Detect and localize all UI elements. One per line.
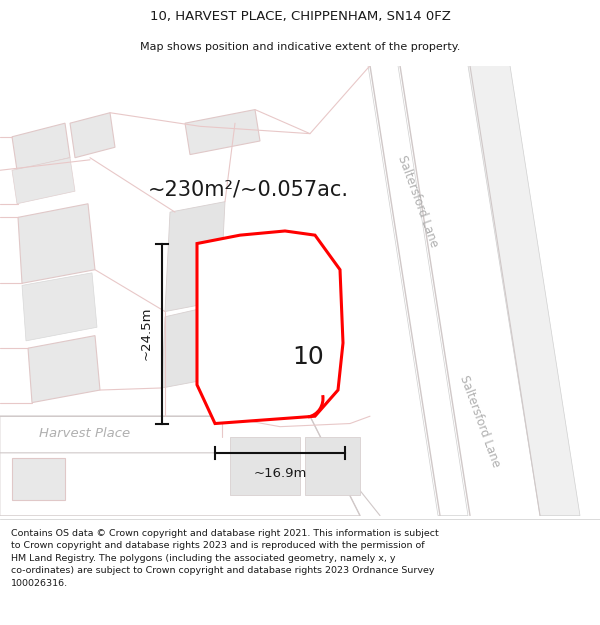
Text: 10: 10 (292, 344, 324, 369)
Polygon shape (197, 231, 343, 424)
Polygon shape (12, 158, 75, 204)
Polygon shape (12, 458, 65, 500)
Text: Harvest Place: Harvest Place (40, 428, 131, 441)
Polygon shape (0, 416, 360, 516)
Polygon shape (222, 317, 295, 385)
Text: Saltersford Lane: Saltersford Lane (457, 374, 503, 469)
Polygon shape (22, 273, 97, 341)
Text: Contains OS data © Crown copyright and database right 2021. This information is : Contains OS data © Crown copyright and d… (11, 529, 439, 588)
Polygon shape (162, 304, 220, 388)
Polygon shape (468, 66, 580, 516)
Text: Saltersford Lane: Saltersford Lane (395, 154, 440, 249)
Text: 10, HARVEST PLACE, CHIPPENHAM, SN14 0FZ: 10, HARVEST PLACE, CHIPPENHAM, SN14 0FZ (149, 10, 451, 23)
Polygon shape (222, 238, 298, 317)
Polygon shape (12, 123, 70, 170)
Polygon shape (305, 437, 360, 495)
Polygon shape (28, 336, 100, 402)
Text: ~24.5m: ~24.5m (139, 307, 152, 360)
Polygon shape (230, 437, 300, 495)
Text: Map shows position and indicative extent of the property.: Map shows position and indicative extent… (140, 42, 460, 52)
Polygon shape (185, 109, 260, 154)
Text: ~16.9m: ~16.9m (253, 468, 307, 480)
Text: ~230m²/~0.057ac.: ~230m²/~0.057ac. (148, 179, 349, 199)
Polygon shape (368, 66, 468, 516)
Polygon shape (70, 112, 115, 158)
Polygon shape (18, 204, 95, 283)
Polygon shape (165, 202, 225, 311)
